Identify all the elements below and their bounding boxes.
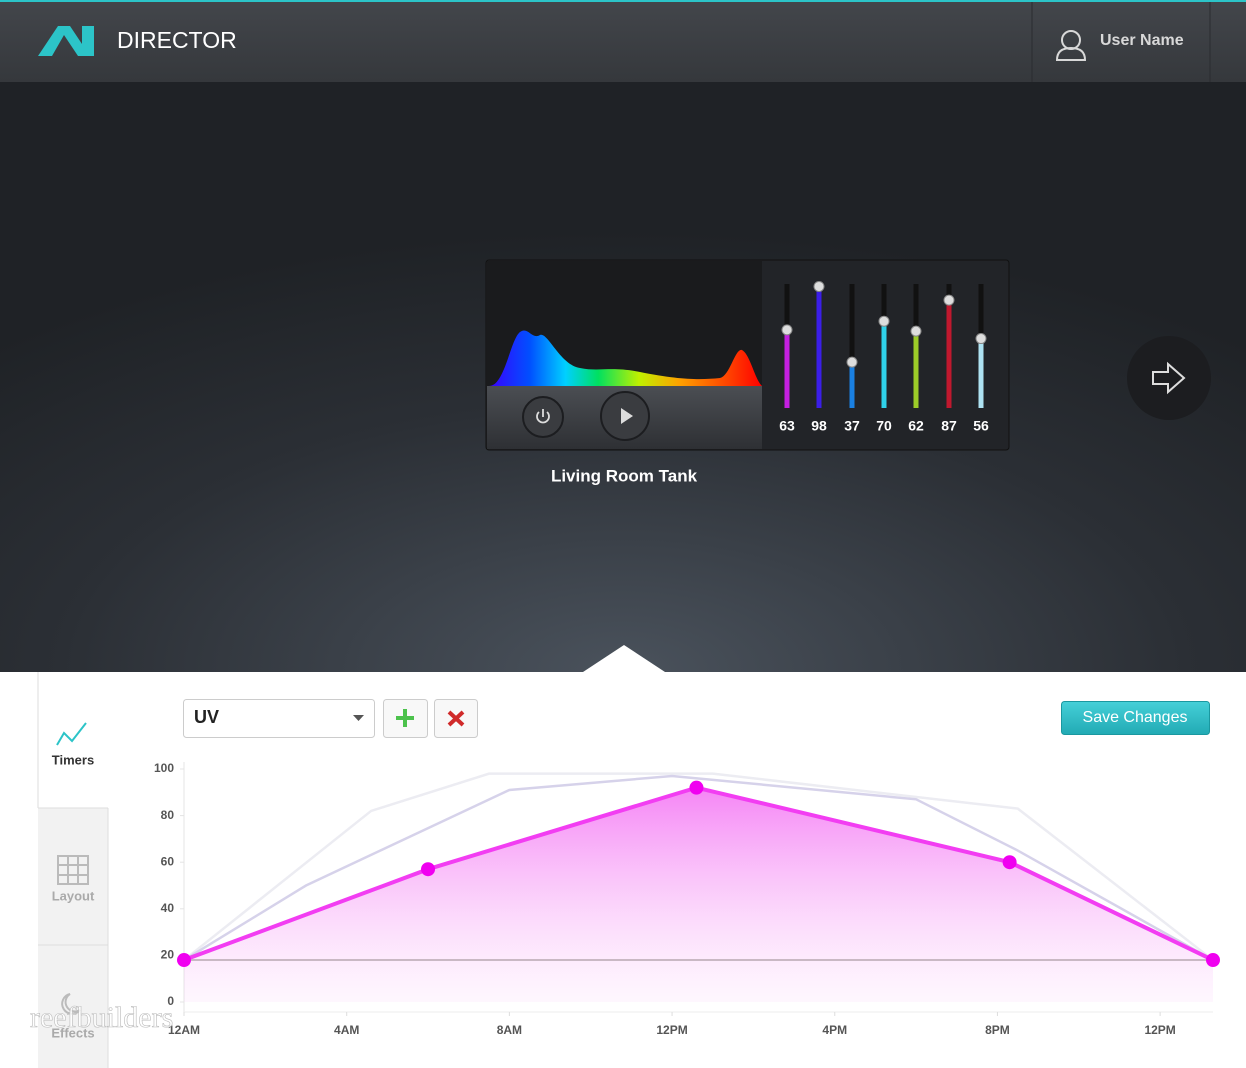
tab[interactable]: Layout: [52, 888, 95, 903]
plus-icon: [396, 709, 414, 727]
channel-value: UV: [194, 707, 219, 727]
point[interactable]: [1206, 953, 1220, 968]
slider-knob[interactable]: [813, 280, 825, 292]
slider-value: 62: [908, 418, 924, 434]
slider-fill: [784, 329, 790, 408]
slider-fill: [816, 286, 822, 408]
tab[interactable]: Timers: [52, 752, 94, 767]
layout-icon: [57, 855, 89, 885]
slider-value: 56: [973, 418, 989, 434]
spectrum: [489, 330, 762, 386]
slider-knob[interactable]: [878, 315, 890, 327]
user-name[interactable]: User Name: [1100, 32, 1184, 49]
series-line: [183, 772, 1214, 962]
point[interactable]: [1002, 855, 1017, 870]
user-icon[interactable]: [1055, 30, 1087, 61]
y-tick-label: 60: [161, 854, 175, 868]
slider-value: 37: [844, 418, 860, 434]
area: [184, 787, 1213, 1002]
y-tick-label: 40: [161, 901, 175, 915]
tab-bg: [38, 808, 108, 1068]
slider-knob[interactable]: [781, 324, 793, 336]
point[interactable]: [689, 780, 704, 795]
x-tick-label: 12PM: [656, 1023, 687, 1037]
x-icon: [447, 710, 465, 727]
header-bar: [0, 0, 1246, 82]
brand: DIRECTOR: [117, 27, 237, 53]
timer-chart: 0 20 40 60 80 100 12AM 4AM 8AM 12PM 4PM 8PM 12PM: [154, 761, 1220, 1037]
x-tick-label: 8PM: [985, 1023, 1010, 1037]
y-tick-label: 100: [154, 761, 174, 775]
device-name: Living Room Tank: [551, 466, 698, 485]
timers-icon: [56, 722, 87, 746]
point[interactable]: [421, 862, 436, 877]
save-label: Save Changes: [1083, 709, 1188, 726]
x-tick-label: 12PM: [1144, 1023, 1175, 1037]
slider-value: 63: [779, 418, 795, 434]
x-tick-label: 12AM: [168, 1023, 200, 1037]
y-tick-label: 0: [167, 994, 174, 1008]
effects-icon: [61, 993, 81, 1015]
y-tick-label: 20: [161, 948, 175, 962]
power-icon: [536, 409, 550, 424]
tab[interactable]: Effects: [51, 1025, 94, 1040]
slider-fill: [978, 338, 984, 408]
play-icon: [621, 408, 633, 424]
sliders: 63 98 37 70 62 87 56: [779, 280, 989, 434]
slider-value: 98: [811, 418, 827, 434]
logo[interactable]: [38, 26, 94, 56]
slider-track: [849, 284, 855, 408]
panel-pointer: [583, 645, 665, 672]
slider-fill: [913, 331, 919, 408]
x-tick-label: 8AM: [497, 1023, 522, 1037]
x-tick-label: 4PM: [822, 1023, 847, 1037]
x-tick-label: 4AM: [334, 1023, 359, 1037]
slider-knob[interactable]: [910, 325, 922, 337]
channel-select[interactable]: [183, 699, 375, 738]
slider-fill: [881, 321, 887, 408]
y-tick-label: 80: [161, 808, 175, 822]
slider-knob[interactable]: [846, 356, 858, 368]
dropdown-arrow: [353, 715, 364, 721]
slider-fill: [849, 362, 855, 408]
arrow-icon: [1152, 361, 1186, 395]
accent-line: [0, 0, 1246, 2]
watermark: reefbuilders: [30, 1001, 173, 1034]
slider-value: 87: [941, 418, 957, 434]
slider-knob[interactable]: [975, 333, 987, 345]
save-button[interactable]: [1061, 701, 1210, 735]
point[interactable]: [177, 953, 191, 968]
slider-fill: [946, 300, 952, 408]
slider-value: 70: [876, 418, 892, 434]
slider-knob[interactable]: [943, 294, 955, 306]
next-button[interactable]: [1127, 336, 1211, 420]
series-line: [183, 774, 1214, 962]
